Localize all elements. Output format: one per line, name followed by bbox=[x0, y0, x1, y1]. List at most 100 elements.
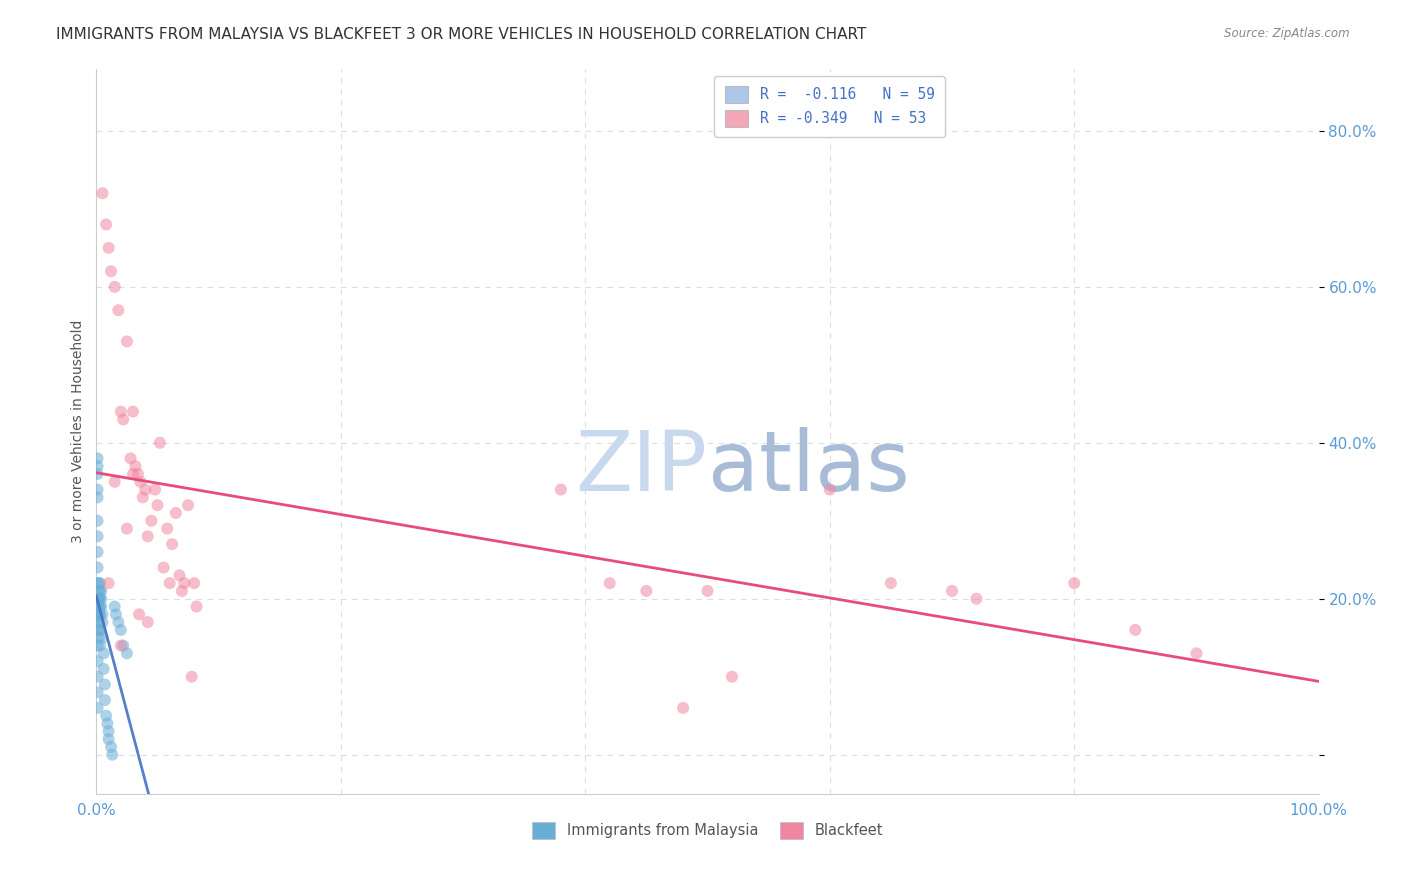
Point bbox=[104, 280, 127, 294]
Point bbox=[89, 639, 111, 653]
Point bbox=[86, 491, 108, 505]
Legend: Immigrants from Malaysia, Blackfeet: Immigrants from Malaysia, Blackfeet bbox=[526, 816, 890, 845]
Point bbox=[136, 529, 159, 543]
Point bbox=[110, 404, 132, 418]
Point bbox=[86, 670, 108, 684]
Point bbox=[86, 483, 108, 497]
Point bbox=[97, 241, 120, 255]
Point bbox=[97, 576, 120, 591]
Point bbox=[93, 662, 115, 676]
Point bbox=[100, 264, 122, 278]
Point bbox=[86, 623, 108, 637]
Point bbox=[104, 599, 127, 614]
Point bbox=[818, 483, 841, 497]
Point bbox=[177, 498, 200, 512]
Point bbox=[97, 724, 120, 739]
Point bbox=[94, 677, 117, 691]
Point bbox=[86, 560, 108, 574]
Point bbox=[91, 607, 114, 622]
Point bbox=[94, 693, 117, 707]
Point bbox=[90, 599, 112, 614]
Point bbox=[112, 639, 135, 653]
Point bbox=[636, 583, 658, 598]
Point bbox=[1185, 646, 1208, 660]
Point bbox=[89, 583, 111, 598]
Point bbox=[86, 607, 108, 622]
Point bbox=[156, 522, 179, 536]
Point bbox=[86, 451, 108, 466]
Point bbox=[90, 583, 112, 598]
Point bbox=[132, 491, 155, 505]
Point bbox=[173, 576, 195, 591]
Point bbox=[86, 639, 108, 653]
Point bbox=[89, 599, 111, 614]
Point bbox=[87, 583, 110, 598]
Point bbox=[122, 404, 145, 418]
Point bbox=[1063, 576, 1085, 591]
Point bbox=[183, 576, 205, 591]
Point bbox=[86, 654, 108, 668]
Point bbox=[152, 560, 174, 574]
Point bbox=[141, 514, 163, 528]
Point bbox=[86, 545, 108, 559]
Point bbox=[104, 607, 127, 622]
Point bbox=[160, 537, 183, 551]
Point bbox=[86, 459, 108, 474]
Point bbox=[100, 739, 122, 754]
Point bbox=[110, 623, 132, 637]
Point bbox=[122, 467, 145, 481]
Point bbox=[965, 591, 987, 606]
Point bbox=[112, 412, 135, 426]
Point bbox=[93, 646, 115, 660]
Point bbox=[87, 591, 110, 606]
Point bbox=[1125, 623, 1147, 637]
Point bbox=[159, 576, 181, 591]
Point bbox=[107, 615, 129, 629]
Point bbox=[89, 607, 111, 622]
Point bbox=[186, 599, 208, 614]
Point bbox=[880, 576, 903, 591]
Point bbox=[97, 732, 120, 747]
Point bbox=[91, 615, 114, 629]
Point bbox=[89, 576, 111, 591]
Point bbox=[86, 615, 108, 629]
Point bbox=[87, 615, 110, 629]
Point bbox=[136, 615, 159, 629]
Point bbox=[672, 701, 695, 715]
Point bbox=[115, 646, 138, 660]
Point bbox=[120, 451, 142, 466]
Point bbox=[107, 303, 129, 318]
Point bbox=[91, 631, 114, 645]
Point bbox=[86, 529, 108, 543]
Point bbox=[165, 506, 187, 520]
Point bbox=[550, 483, 572, 497]
Point bbox=[146, 498, 169, 512]
Point bbox=[180, 670, 202, 684]
Point bbox=[96, 716, 118, 731]
Point bbox=[127, 467, 149, 481]
Point bbox=[134, 483, 156, 497]
Point bbox=[87, 623, 110, 637]
Point bbox=[115, 522, 138, 536]
Point bbox=[94, 708, 117, 723]
Point bbox=[143, 483, 166, 497]
Point bbox=[89, 623, 111, 637]
Point bbox=[101, 747, 124, 762]
Text: IMMIGRANTS FROM MALAYSIA VS BLACKFEET 3 OR MORE VEHICLES IN HOUSEHOLD CORRELATIO: IMMIGRANTS FROM MALAYSIA VS BLACKFEET 3 … bbox=[56, 27, 866, 42]
Point bbox=[110, 639, 132, 653]
Y-axis label: 3 or more Vehicles in Household: 3 or more Vehicles in Household bbox=[72, 319, 86, 542]
Point bbox=[169, 568, 191, 582]
Point bbox=[104, 475, 127, 489]
Point bbox=[87, 599, 110, 614]
Text: ZIP: ZIP bbox=[575, 427, 707, 508]
Point bbox=[129, 475, 152, 489]
Point bbox=[87, 631, 110, 645]
Point bbox=[696, 583, 718, 598]
Point bbox=[87, 607, 110, 622]
Point bbox=[91, 186, 114, 201]
Point bbox=[86, 467, 108, 481]
Point bbox=[86, 514, 108, 528]
Point bbox=[128, 607, 150, 622]
Point bbox=[89, 591, 111, 606]
Point bbox=[124, 459, 146, 474]
